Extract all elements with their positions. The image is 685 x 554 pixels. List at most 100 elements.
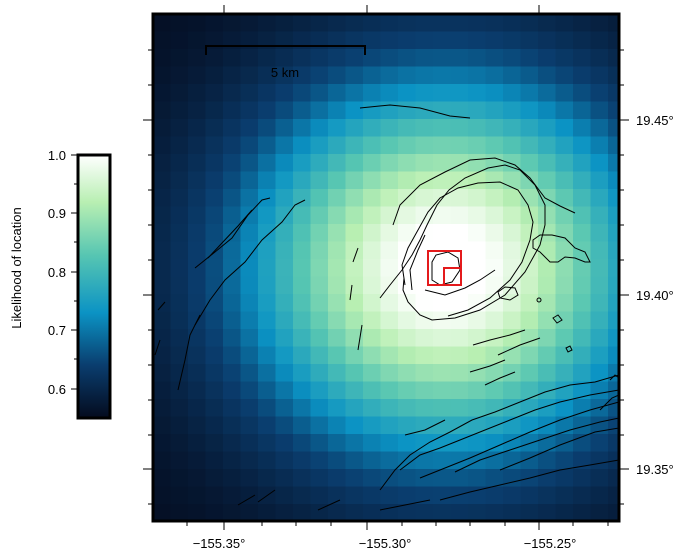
heatmap-cell [363,381,382,400]
heatmap-cell [398,381,417,400]
heatmap-cell [223,469,242,488]
heatmap-cell [153,276,172,295]
heatmap-cell [415,14,434,33]
heatmap-cell [275,311,294,330]
heatmap-cell [328,504,347,521]
heatmap-cell [170,346,189,365]
heatmap-cell [415,136,434,155]
heatmap-cell [468,294,487,313]
heatmap-cell [363,486,382,505]
heatmap-cell [205,346,224,365]
heatmap-cell [275,451,294,470]
heatmap-cell [223,154,242,173]
heatmap-cell [380,206,399,225]
y-tick-label: 19.45° [636,113,674,128]
heatmap-cell [293,399,312,418]
heatmap-cell [170,49,189,68]
heatmap-cell [573,49,592,68]
heatmap-cell [415,101,434,120]
heatmap-cell [293,154,312,173]
heatmap-cell [153,31,172,50]
heatmap-cell [398,119,417,138]
heatmap-cell [328,224,347,243]
heatmap-cell [520,486,539,505]
heatmap-cell [485,14,504,33]
heatmap-cell [363,206,382,225]
heatmap-cell [223,136,242,155]
heatmap-cell [415,504,434,521]
heatmap-cell [205,84,224,103]
heatmap-cell [240,119,259,138]
heatmap-cell [415,399,434,418]
heatmap-cell [520,346,539,365]
heatmap-cell [380,189,399,208]
heatmap-cell [485,259,504,278]
heatmap-cell [345,504,364,521]
heatmap-cell [310,346,329,365]
heatmap-cell [275,434,294,453]
heatmap-cell [310,381,329,400]
heatmap-cell [380,504,399,521]
heatmap-cell [223,399,242,418]
heatmap-cell [503,14,522,33]
heatmap-cell [310,504,329,521]
heatmap-cell [398,469,417,488]
heatmap-cell [608,84,619,103]
heatmap-cell [415,416,434,435]
heatmap-cell [398,206,417,225]
heatmap-cell [275,49,294,68]
heatmap-cell [450,381,469,400]
heatmap-cell [170,434,189,453]
heatmap-cell [555,101,574,120]
heatmap-cell [520,154,539,173]
heatmap-cell [170,451,189,470]
heatmap-cell [380,399,399,418]
heatmap-cell [433,329,452,348]
heatmap-cell [293,119,312,138]
heatmap-cell [555,241,574,260]
heatmap-cell [240,451,259,470]
heatmap-cell [538,14,557,33]
heatmap-cell [608,136,619,155]
heatmap-cell [485,136,504,155]
heatmap-cell [380,364,399,383]
heatmap-cell [415,434,434,453]
heatmap-cell [573,399,592,418]
heatmap-cell [223,311,242,330]
heatmap-cell [223,486,242,505]
heatmap-cell [573,224,592,243]
heatmap-cell [188,486,207,505]
heatmap-cell [380,101,399,120]
heatmap-cell [258,241,277,260]
heatmap-cell [188,206,207,225]
heatmap-cell [555,399,574,418]
heatmap-cell [450,14,469,33]
heatmap-cell [608,31,619,50]
heatmap-cell [538,206,557,225]
heatmap-cell [275,416,294,435]
heatmap-cell [485,241,504,260]
heatmap-cell [608,311,619,330]
heatmap-cell [223,171,242,190]
heatmap-cell [415,189,434,208]
heatmap-cell [293,259,312,278]
heatmap-cell [240,66,259,85]
heatmap-cell [170,84,189,103]
heatmap-cell [363,84,382,103]
heatmap-cell [415,381,434,400]
heatmap-cell [538,49,557,68]
heatmap-cell [205,276,224,295]
heatmap-cell [293,101,312,120]
heatmap-cell [573,346,592,365]
heatmap-cell [450,346,469,365]
heatmap-cell [415,329,434,348]
heatmap-cell [538,399,557,418]
heatmap-cell [398,84,417,103]
heatmap-cell [433,399,452,418]
heatmap-cell [258,416,277,435]
heatmap-cell [538,119,557,138]
heatmap-cell [380,329,399,348]
y-tick-label: 19.40° [636,288,674,303]
heatmap-cell [450,136,469,155]
